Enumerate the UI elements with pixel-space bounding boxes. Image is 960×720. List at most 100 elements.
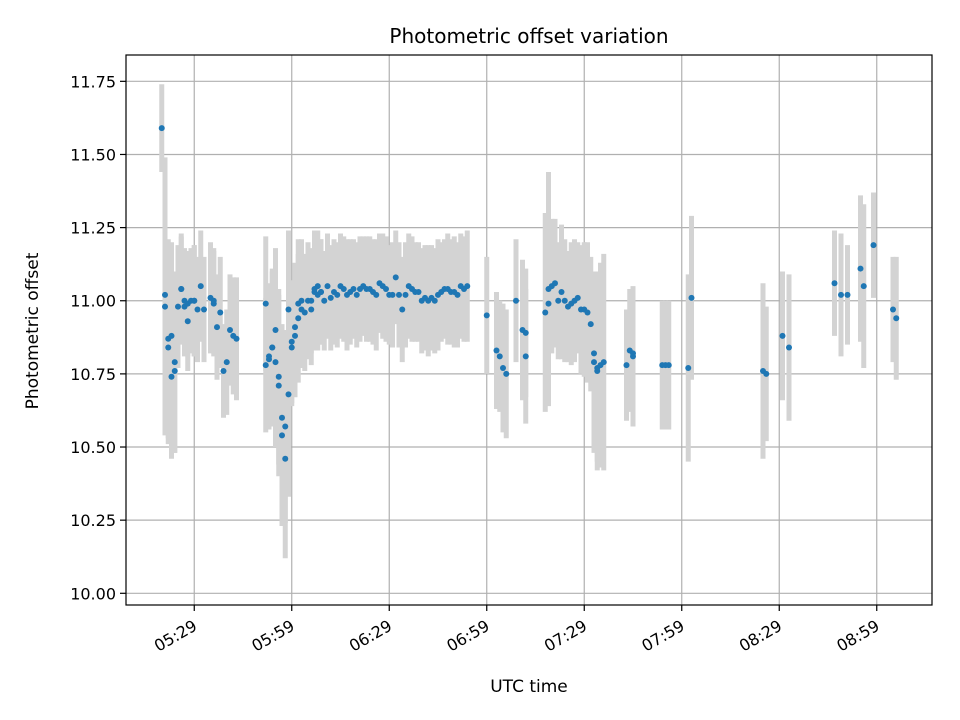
data-point [763,370,770,377]
data-point [389,291,396,298]
data-point [838,291,844,298]
y-tick-label: 11.50 [70,145,116,164]
data-point [454,291,461,298]
y-tick-label: 10.00 [70,584,116,603]
data-point [893,315,900,322]
data-point [168,373,175,380]
data-point [301,309,308,316]
data-point [217,309,224,316]
data-point [373,291,380,298]
data-point [786,344,792,351]
data-point [464,283,471,290]
data-point [844,291,851,298]
data-point [587,321,594,328]
data-point [282,423,289,430]
data-point [600,359,607,366]
data-point [591,350,597,357]
data-point [483,312,490,319]
data-point [561,297,568,304]
data-point [165,344,172,351]
data-point [227,327,233,333]
data-point [399,306,406,313]
data-points [158,125,900,462]
data-point [269,344,276,351]
y-tick-label: 11.00 [70,292,116,311]
data-point [285,391,292,398]
data-point [630,353,636,360]
data-point [415,288,422,295]
data-point [350,286,357,293]
data-point [591,359,597,366]
data-point [327,294,334,301]
y-tick-label: 10.25 [70,511,116,530]
data-point [233,335,240,342]
data-point [184,318,191,325]
y-tick-label: 10.50 [70,438,116,457]
data-point [162,291,168,298]
data-point [503,370,510,377]
data-point [168,332,175,339]
data-point [292,332,298,339]
data-point [197,283,204,290]
data-point [688,294,695,301]
data-point [396,291,402,298]
data-point [857,265,864,272]
data-point [584,309,591,316]
data-point [500,365,506,372]
data-point [340,286,347,293]
data-point [266,353,272,360]
data-point [178,286,185,293]
chart-title: Photometric offset variation [389,24,668,48]
data-point [542,309,549,316]
data-point [555,297,562,304]
data-point [171,359,178,366]
data-point [431,297,438,304]
data-point [314,283,321,290]
data-point [402,291,409,298]
data-point [623,362,630,369]
data-point [860,283,867,290]
y-tick-label: 11.25 [70,219,116,238]
data-point [298,297,305,304]
data-point [292,324,298,331]
data-point [191,297,198,304]
data-point [574,294,581,301]
data-point [275,373,282,380]
y-axis-label: Photometric offset [23,252,43,409]
data-point [685,365,692,372]
data-point [545,300,552,307]
data-point [262,362,269,369]
data-point [392,274,399,281]
data-point [522,353,529,360]
data-point [353,291,360,298]
data-point [175,303,181,310]
data-point [201,306,207,313]
data-point [334,291,341,298]
data-point [275,382,282,389]
data-point [158,125,165,132]
y-tick-label: 11.75 [70,72,116,91]
y-tick-label: 10.75 [70,365,116,384]
data-point [318,288,324,295]
data-point [383,286,389,293]
data-point [890,306,896,313]
data-point [288,344,295,351]
data-point [194,306,201,313]
data-point [210,297,217,304]
data-point [162,303,168,310]
data-point [279,414,285,421]
data-point [870,242,877,249]
data-point [552,280,558,287]
data-point [279,432,285,439]
data-point [308,297,315,304]
data-point [493,347,500,354]
data-point [272,359,279,366]
data-point [558,288,565,295]
data-point [522,329,529,336]
data-point [324,283,331,290]
y-axis-ticks: 10.00 10.25 10.50 10.75 11.00 11.25 11.50 11.75 [70,72,126,603]
data-point [308,306,315,313]
data-point [272,327,279,333]
